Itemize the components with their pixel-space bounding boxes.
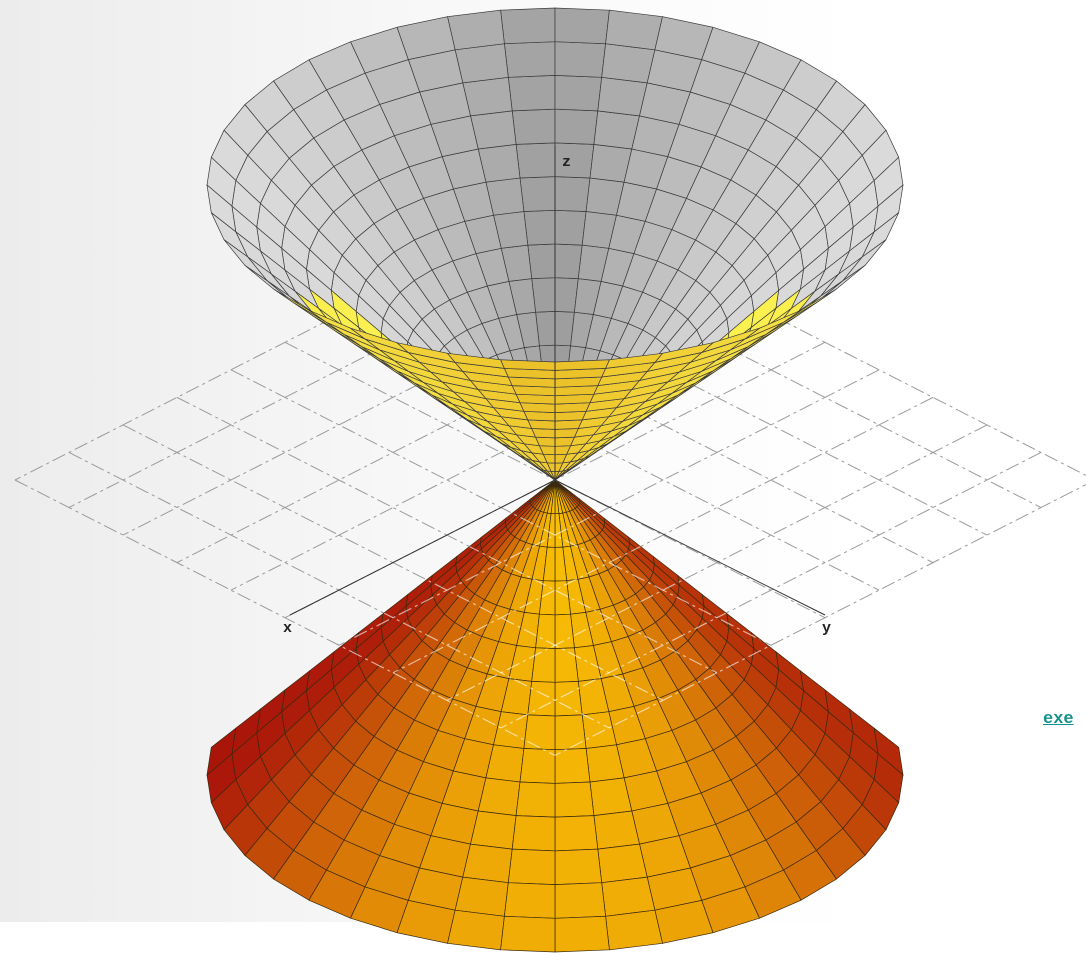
cone-patch bbox=[598, 844, 647, 883]
cone-patch bbox=[463, 77, 512, 116]
z-axis-label: z bbox=[562, 154, 571, 171]
cone-patch bbox=[501, 360, 555, 371]
cone-patch bbox=[555, 177, 590, 212]
cone-patch bbox=[520, 749, 555, 784]
cone-patch bbox=[555, 749, 590, 784]
cone-patch bbox=[524, 715, 555, 750]
cone-patch bbox=[532, 429, 555, 438]
cone-patch bbox=[555, 143, 594, 178]
cone-patch bbox=[455, 877, 508, 916]
cone-patch bbox=[478, 778, 520, 816]
cone-patch bbox=[528, 681, 555, 716]
cone-patch bbox=[555, 109, 598, 144]
cone-patch bbox=[528, 420, 555, 430]
cone-patch bbox=[471, 111, 517, 149]
cone-patch bbox=[555, 648, 578, 683]
x-axis-label: x bbox=[283, 620, 292, 637]
cone-patch bbox=[528, 244, 555, 279]
cone-patch bbox=[504, 883, 555, 919]
cone-patch bbox=[555, 244, 582, 279]
cone-patch bbox=[555, 210, 586, 245]
cone-patch bbox=[555, 429, 578, 438]
cone-patch bbox=[555, 8, 609, 44]
link[interactable]: exe bbox=[1043, 710, 1074, 729]
cone-patch bbox=[516, 143, 555, 178]
cone-patch bbox=[598, 77, 647, 116]
cone-patch bbox=[524, 210, 555, 245]
cone-patch bbox=[555, 883, 606, 919]
cone-patch bbox=[512, 816, 555, 851]
cone-patch bbox=[516, 782, 555, 817]
cone-patch bbox=[555, 75, 602, 111]
cone-patch bbox=[448, 910, 505, 950]
cone-patch bbox=[594, 811, 640, 849]
cone-patch bbox=[555, 816, 598, 851]
cone-patch bbox=[555, 681, 582, 716]
cone-patch bbox=[602, 44, 655, 83]
cone-patch bbox=[606, 10, 663, 50]
cone-patch bbox=[555, 916, 609, 952]
cone-patch bbox=[463, 844, 512, 883]
cone-patch bbox=[555, 782, 594, 817]
cone-patch bbox=[501, 916, 555, 952]
cone-patch bbox=[512, 109, 555, 144]
cone-patch bbox=[602, 877, 655, 916]
cone-patch bbox=[520, 177, 555, 212]
cone-patch bbox=[555, 420, 582, 430]
cone-figure: z x y bbox=[0, 0, 1086, 953]
cone-patch bbox=[501, 8, 555, 44]
cone-patch bbox=[448, 10, 505, 50]
cone-patch bbox=[455, 44, 508, 83]
cone-patch bbox=[555, 715, 586, 750]
cone-patch bbox=[532, 648, 555, 683]
cone-patch bbox=[606, 910, 663, 950]
cone-patch bbox=[555, 849, 602, 885]
page: z x y exe bbox=[0, 0, 1086, 953]
cone-patch bbox=[590, 778, 632, 816]
cone-patch bbox=[508, 75, 555, 111]
cone-patch bbox=[594, 111, 640, 149]
cone-patch bbox=[555, 360, 609, 371]
cone-patch bbox=[508, 849, 555, 885]
cone-patch bbox=[471, 811, 517, 849]
cone-patch bbox=[504, 42, 555, 78]
cone-patch bbox=[555, 42, 606, 78]
y-axis-label: y bbox=[822, 620, 831, 637]
